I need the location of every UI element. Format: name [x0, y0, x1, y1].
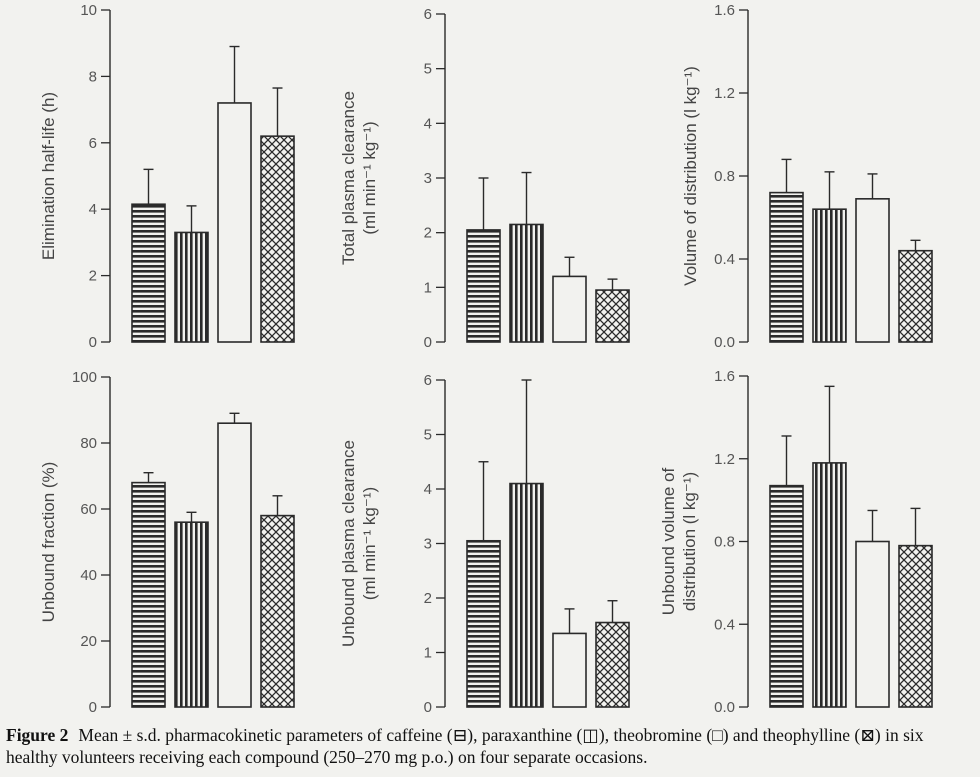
y-tick-label: 3 [424, 536, 432, 553]
y-tick-label: 0 [89, 334, 97, 351]
y-tick-label: 1.6 [714, 368, 735, 385]
y-tick-label: 80 [80, 435, 97, 452]
bar-theophylline [595, 621, 630, 708]
y-tick-label: 4 [424, 115, 432, 132]
bar-caffeine [131, 481, 166, 708]
panel-6: 0.0 0.4 0.8 1.2 1.6 Unbound volume of distribu… [659, 368, 933, 716]
y-tick-label: 1.6 [714, 2, 735, 19]
y-tick-label: 1.2 [714, 451, 735, 468]
bar-theobromine [552, 632, 587, 708]
bar-caffeine [131, 203, 166, 343]
y-tick-label: 1 [424, 645, 432, 662]
y-tick-label: 4 [424, 481, 432, 498]
figure-caption: Figure 2 Mean ± s.d. pharmacokinetic para… [6, 724, 978, 768]
y-tick-label: 5 [424, 61, 432, 78]
y-tick-label: 6 [424, 372, 432, 389]
y-axis-label: Unbound volume of distribution (l kg⁻¹) [659, 468, 699, 616]
y-tick-label: 8 [89, 68, 97, 85]
bar-paraxanthine [174, 521, 209, 708]
bar-theobromine [552, 275, 587, 343]
y-tick-label: 1.2 [714, 85, 735, 102]
y-tick-label: 0 [424, 699, 432, 716]
panel-1: 0 2 4 6 8 10 Elimination half-life (h) [39, 2, 295, 351]
bar-theophylline [595, 289, 630, 343]
y-tick-label: 5 [424, 427, 432, 444]
bar-caffeine [769, 484, 804, 708]
bar-theophylline [260, 135, 295, 343]
panel-5: 0 1 2 3 4 5 6 Unbound plasma clearance (ml min⁻¹… [339, 372, 630, 716]
figure-caption-label: Figure 2 [6, 725, 69, 745]
y-tick-label: 3 [424, 170, 432, 187]
y-tick-label: 2 [424, 590, 432, 607]
y-tick-label: 0 [424, 334, 432, 351]
panel-4: 0 20 40 60 80 100 Unbound fraction (%) [39, 369, 295, 716]
bar-paraxanthine [812, 208, 847, 343]
y-tick-label: 6 [89, 135, 97, 152]
y-tick-label: 100 [72, 369, 97, 386]
bar-paraxanthine [509, 482, 544, 708]
y-tick-label: 1 [424, 279, 432, 296]
bar-caffeine [466, 539, 501, 708]
bar-theobromine [855, 198, 890, 343]
y-tick-label: 40 [80, 567, 97, 584]
bar-paraxanthine [174, 231, 209, 343]
bar-caffeine [769, 191, 804, 343]
bar-paraxanthine [812, 462, 847, 708]
y-tick-label: 2 [89, 268, 97, 285]
y-tick-label: 0.4 [714, 251, 735, 268]
y-axis-label: Unbound plasma clearance (ml min⁻¹ kg⁻¹) [339, 440, 379, 647]
panel-2: 0 1 2 3 4 5 6 Total plasma clearance (ml min⁻¹ k… [339, 6, 630, 351]
y-tick-label: 0.0 [714, 334, 735, 351]
bar-theobromine [855, 540, 890, 708]
bar-paraxanthine [509, 223, 544, 343]
panel-3: 0.0 0.4 0.8 1.2 1.6 Volume of distribution (l… [681, 2, 933, 351]
y-tick-label: 2 [424, 225, 432, 242]
bar-theobromine [217, 422, 252, 708]
y-tick-label: 4 [89, 201, 97, 218]
y-tick-label: 0.8 [714, 534, 735, 551]
y-axis-label: Elimination half-life (h) [39, 92, 58, 260]
y-tick-label: 20 [80, 633, 97, 650]
y-tick-label: 0.4 [714, 616, 735, 633]
figure-caption-text: Mean ± s.d. pharmacokinetic parameters o… [6, 725, 924, 767]
y-tick-label: 0.0 [714, 699, 735, 716]
bar-theophylline [898, 249, 933, 343]
y-tick-label: 60 [80, 501, 97, 518]
y-axis-label: Unbound fraction (%) [39, 462, 58, 623]
y-tick-label: 0 [89, 699, 97, 716]
bar-theophylline [260, 514, 295, 708]
y-axis-label: Total plasma clearance (ml min⁻¹ kg⁻¹) [339, 91, 379, 265]
bar-theobromine [217, 102, 252, 343]
bar-theophylline [898, 544, 933, 708]
y-tick-label: 6 [424, 6, 432, 23]
bar-caffeine [466, 229, 501, 343]
y-tick-label: 10 [80, 2, 97, 19]
y-axis-label: Volume of distribution (l kg⁻¹) [681, 66, 700, 286]
y-tick-label: 0.8 [714, 168, 735, 185]
